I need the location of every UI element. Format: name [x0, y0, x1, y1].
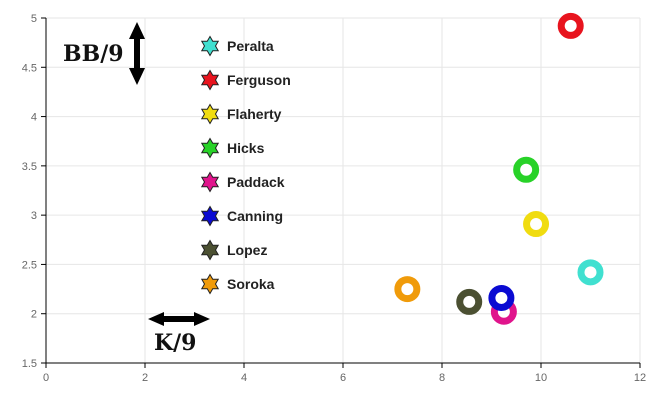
legend-label: Lopez [227, 242, 267, 258]
y-tick-label: 2.5 [22, 259, 37, 271]
legend-label: Paddack [227, 174, 285, 190]
legend-star-icon [200, 239, 220, 261]
legend-star-icon [200, 171, 220, 193]
y-tick-label: 4 [31, 112, 37, 124]
x-tick-label: 12 [634, 372, 646, 384]
vertical-double-arrow-icon [129, 22, 145, 85]
data-point [456, 288, 483, 315]
y-axis-title-group: BB/9 [63, 22, 145, 85]
legend-label: Flaherty [227, 106, 282, 122]
y-tick-labels: 1.5 2 2.5 3 3.5 4 4.5 5 [22, 13, 37, 370]
legend-star-icon [200, 69, 220, 91]
y-tick-label: 2 [31, 309, 37, 321]
x-tick-labels: 0 2 4 6 8 10 12 [43, 372, 646, 384]
legend-star-icon [200, 273, 220, 295]
horizontal-double-arrow-icon [148, 312, 210, 326]
legend: Peralta Ferguson Flaherty Hicks Paddack Canni… [200, 35, 291, 295]
y-tick-label: 4.5 [22, 62, 37, 74]
data-point [394, 276, 421, 303]
data-point [523, 211, 550, 238]
y-tick-label: 5 [31, 13, 37, 25]
legend-star-icon [200, 103, 220, 125]
legend-label: Canning [227, 208, 283, 224]
x-tick-label: 0 [43, 372, 49, 384]
y-axis-title: BB/9 [63, 41, 124, 67]
x-axis-title: K/9 [154, 330, 196, 356]
legend-star-icon [200, 205, 220, 227]
data-points [394, 12, 604, 325]
y-tick-label: 3 [31, 210, 37, 222]
x-tick-label: 8 [439, 372, 445, 384]
legend-label: Soroka [227, 276, 275, 292]
legend-star-icon [200, 137, 220, 159]
data-point [513, 156, 540, 183]
gridlines [46, 17, 641, 363]
x-tick-label: 4 [241, 372, 247, 384]
y-tick-label: 3.5 [22, 161, 37, 173]
data-point [577, 259, 604, 286]
legend-label: Hicks [227, 140, 265, 156]
legend-star-icon [200, 35, 220, 57]
x-tick-label: 6 [340, 372, 346, 384]
x-tick-label: 2 [142, 372, 148, 384]
legend-label: Peralta [227, 38, 274, 54]
data-point [557, 12, 584, 39]
data-point [488, 284, 515, 311]
y-tick-label: 1.5 [22, 358, 37, 370]
axes [41, 17, 641, 368]
legend-label: Ferguson [227, 72, 291, 88]
x-axis-title-group: K/9 [148, 312, 210, 356]
x-tick-label: 10 [535, 372, 547, 384]
